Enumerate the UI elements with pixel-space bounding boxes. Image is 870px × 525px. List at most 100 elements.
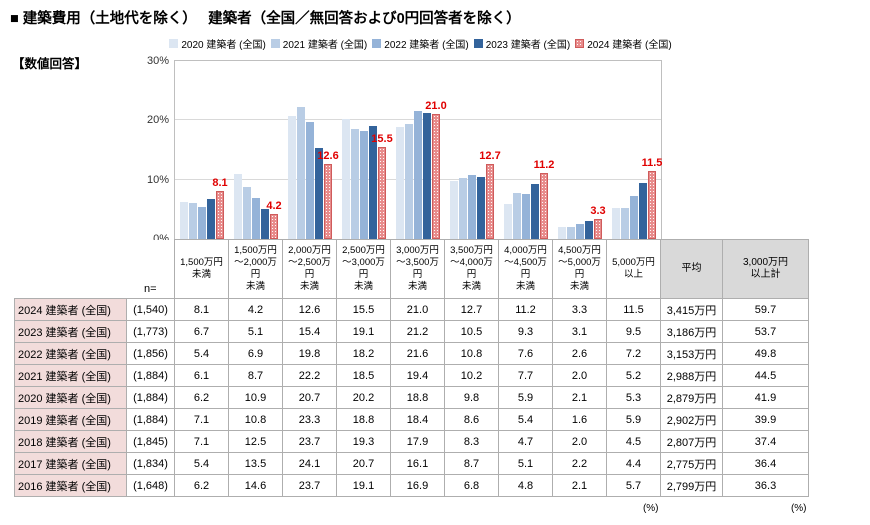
cell-value: 11.5 xyxy=(606,298,661,321)
bar-2023 xyxy=(585,220,593,239)
cell-value: 5.7 xyxy=(606,474,661,497)
bar-2021 xyxy=(513,193,521,239)
cell-value: 5.4 xyxy=(174,342,229,365)
table-header: n= 1,500万円 未満 1,500万円 ～2,000万円 未満 2,000万円 ～… xyxy=(14,239,809,299)
column-header-9: 5,000万円 以上 xyxy=(606,239,661,299)
cell-value: 20.7 xyxy=(282,386,337,409)
table-row-2017: 2017 建築者 (全国) (1,834) 5.4 13.5 24.1 20.7 16.1 8… xyxy=(14,452,809,475)
bar-2023 xyxy=(423,113,431,239)
empty-cell xyxy=(390,496,445,519)
cell-value: 23.7 xyxy=(282,474,337,497)
bar-2024 xyxy=(486,163,494,239)
data-label-2024: 12.7 xyxy=(479,149,501,162)
row-label: 2020 建築者 (全国) xyxy=(14,386,127,409)
n-value: (1,845) xyxy=(126,430,175,453)
bar-2024 xyxy=(432,114,440,239)
bar-2024 xyxy=(594,219,602,239)
cell-value: 8.7 xyxy=(444,452,499,475)
data-label-2024: 11.2 xyxy=(533,158,555,171)
cell-value: 2.0 xyxy=(552,430,607,453)
column-header-6: 3,500万円 ～4,000万円 未満 xyxy=(444,239,499,299)
legend-swatch-icon xyxy=(473,39,483,48)
cell-value: 3.1 xyxy=(552,320,607,343)
legend-label: 2022 建築者 (全国) xyxy=(384,40,469,51)
bar-2020 xyxy=(180,202,188,239)
cell-value: 8.7 xyxy=(228,364,283,387)
cell-value: 21.2 xyxy=(390,320,445,343)
cell-value: 23.3 xyxy=(282,408,337,431)
bar-2020 xyxy=(450,180,458,239)
average-value: 2,775万円 xyxy=(660,452,723,475)
cell-value: 4.2 xyxy=(228,298,283,321)
bar-2024 xyxy=(216,190,224,239)
row-label: 2021 建築者 (全国) xyxy=(14,364,127,387)
cell-value: 2.1 xyxy=(552,386,607,409)
cell-value: 4.4 xyxy=(606,452,661,475)
average-header: 平均 xyxy=(660,239,723,299)
cell-value: 23.7 xyxy=(282,430,337,453)
bar-2022 xyxy=(414,110,422,239)
cell-value: 5.4 xyxy=(174,452,229,475)
bar-2022 xyxy=(198,206,206,239)
legend-label: 2023 建築者 (全国) xyxy=(485,40,571,51)
row-label: 2022 建築者 (全国) xyxy=(14,342,127,365)
legend-swatch-icon xyxy=(270,39,280,48)
bar-group-4: 15.5 xyxy=(337,61,393,239)
table-body: 2024 建築者 (全国) (1,540) 8.1 4.2 12.6 15.5 21.0 12… xyxy=(14,298,809,519)
average-value: 3,153万円 xyxy=(660,342,723,365)
bar-2021 xyxy=(297,107,305,239)
n-equals-label: n= xyxy=(126,239,175,299)
cell-value: 8.6 xyxy=(444,408,499,431)
cell-value: 20.2 xyxy=(336,386,391,409)
over-3000-value: 41.9 xyxy=(722,386,809,409)
page-title: ■ 建築費用（土地代を除く） 建築者（全国／無回答および0円回答者を除く） xyxy=(10,11,521,27)
over-3000-value: 49.8 xyxy=(722,342,809,365)
chart-plot: 30%20%10%0%8.14.212.615.521.012.711.23.3… xyxy=(147,55,662,245)
bar-2021 xyxy=(189,202,197,239)
cell-value: 9.8 xyxy=(444,386,499,409)
bar-2020 xyxy=(234,174,242,239)
cell-value: 19.4 xyxy=(390,364,445,387)
cell-value: 6.2 xyxy=(174,474,229,497)
bar-group-1: 8.1 xyxy=(175,61,229,239)
legend-item-2020: 2020 建築者 (全国) xyxy=(169,36,266,51)
cell-value: 19.1 xyxy=(336,474,391,497)
bar-2022 xyxy=(360,131,368,239)
legend-label: 2021 建築者 (全国) xyxy=(282,40,368,51)
cell-value: 10.8 xyxy=(228,408,283,431)
n-value: (1,648) xyxy=(126,474,175,497)
y-axis-tick: 30% xyxy=(146,55,169,67)
cell-value: 5.3 xyxy=(606,386,661,409)
cell-value: 15.4 xyxy=(282,320,337,343)
cell-value: 6.9 xyxy=(228,342,283,365)
bar-2023 xyxy=(477,176,485,239)
cell-value: 18.4 xyxy=(390,408,445,431)
percent-unit-label: (%) xyxy=(606,496,661,519)
cell-value: 12.7 xyxy=(444,298,499,321)
bar-2020 xyxy=(558,226,566,239)
cell-value: 12.5 xyxy=(228,430,283,453)
row-label: 2024 建築者 (全国) xyxy=(14,298,127,321)
n-value: (1,884) xyxy=(126,408,175,431)
cell-value: 7.1 xyxy=(174,408,229,431)
average-value: 3,186万円 xyxy=(660,320,723,343)
bar-2022 xyxy=(522,193,530,239)
row-label: 2023 建築者 (全国) xyxy=(14,320,127,343)
cell-value: 5.9 xyxy=(606,408,661,431)
cell-value: 7.1 xyxy=(174,430,229,453)
column-header-7: 4,000万円 ～4,500万円 未満 xyxy=(498,239,553,299)
cell-value: 18.8 xyxy=(390,386,445,409)
n-value: (1,884) xyxy=(126,364,175,387)
over-3000-value: 36.4 xyxy=(722,452,809,475)
cell-value: 5.1 xyxy=(498,452,553,475)
cell-value: 8.3 xyxy=(444,430,499,453)
cell-value: 9.3 xyxy=(498,320,553,343)
cell-value: 7.6 xyxy=(498,342,553,365)
cell-value: 6.2 xyxy=(174,386,229,409)
bar-2023 xyxy=(369,125,377,239)
average-value: 3,415万円 xyxy=(660,298,723,321)
cell-value: 6.1 xyxy=(174,364,229,387)
n-value: (1,540) xyxy=(126,298,175,321)
table-row-2024: 2024 建築者 (全国) (1,540) 8.1 4.2 12.6 15.5 21.0 12… xyxy=(14,298,809,321)
cell-value: 6.7 xyxy=(174,320,229,343)
